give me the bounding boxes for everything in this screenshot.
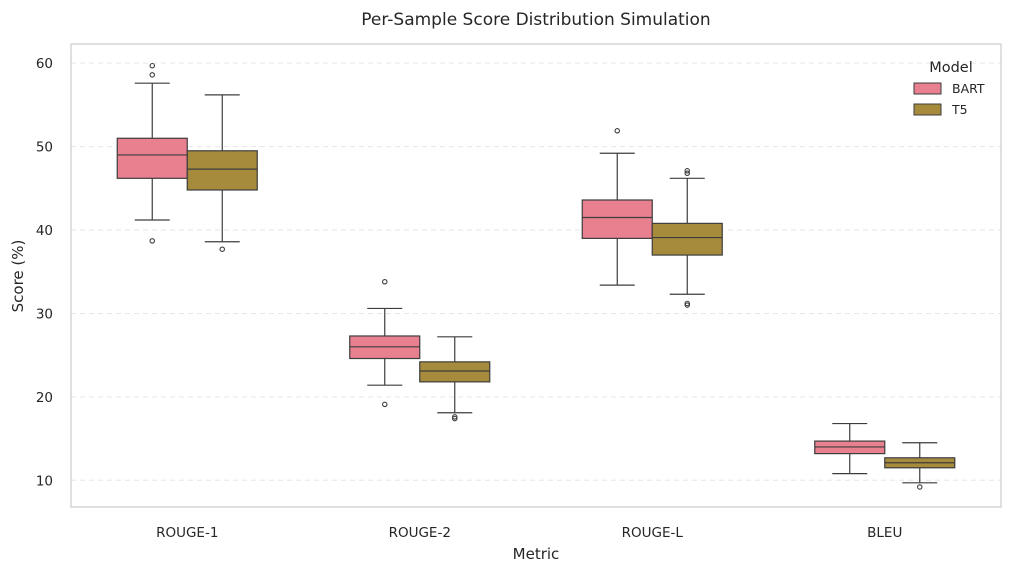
legend-item-t5: T5: [913, 102, 968, 117]
y-tick-label: 40: [36, 223, 53, 239]
iqr-box: [419, 361, 491, 383]
box-t5-rouge-2: [419, 336, 491, 422]
outlier-point: [381, 401, 388, 408]
legend-label: BART: [952, 81, 985, 96]
plot-frame: [70, 43, 1002, 508]
iqr-box: [186, 150, 258, 191]
outlier-point: [614, 128, 620, 134]
y-tick-label: 50: [36, 140, 53, 156]
box-groups: [116, 62, 956, 490]
y-tick-label: 20: [36, 390, 53, 406]
y-tick-label: 10: [36, 473, 53, 489]
box-bart-rouge-l: [581, 128, 653, 286]
legend-swatch: [913, 103, 942, 116]
box-bart-rouge-2: [349, 279, 421, 408]
outlier-point: [684, 300, 690, 307]
legend-label: T5: [951, 102, 968, 117]
box-t5-bleu: [884, 442, 956, 490]
y-axis-ticks: 10 20 30 40 50 60: [36, 56, 53, 489]
outlier-point: [149, 72, 156, 78]
y-tick-label: 60: [36, 56, 53, 72]
box-bart-rouge-1: [116, 62, 188, 244]
x-tick-label: ROUGE-1: [156, 525, 218, 541]
outlier-point: [684, 170, 690, 177]
box-bart-bleu: [814, 422, 886, 475]
grid-lines: [71, 62, 1001, 481]
box-t5-rouge-1: [186, 94, 258, 252]
outlier-point: [684, 302, 690, 308]
outlier-point: [451, 415, 458, 422]
legend-swatch: [913, 82, 942, 95]
y-axis-label: Score (%): [9, 240, 27, 313]
x-tick-label: ROUGE-2: [389, 525, 451, 541]
outlier-point: [916, 484, 923, 490]
y-tick-label: 30: [36, 306, 53, 322]
x-axis-ticks: ROUGE-1 ROUGE-2 ROUGE-L BLEU: [156, 525, 902, 541]
outlier-point: [149, 62, 156, 69]
iqr-box: [651, 222, 723, 256]
legend: Model BART T5: [913, 60, 985, 117]
x-tick-label: ROUGE-L: [622, 525, 684, 541]
box-t5-rouge-l: [651, 168, 723, 308]
x-tick-label: BLEU: [867, 525, 902, 541]
legend-title: Model: [929, 60, 973, 76]
x-axis-label: Metric: [513, 545, 560, 563]
legend-item-bart: BART: [913, 81, 985, 96]
outlier-point: [451, 414, 458, 420]
outlier-point: [684, 168, 690, 174]
outlier-point: [381, 279, 388, 285]
outlier-point: [149, 238, 156, 244]
chart-title: Per-Sample Score Distribution Simulation: [361, 10, 710, 30]
iqr-box: [116, 137, 188, 179]
outlier-point: [219, 246, 226, 252]
iqr-box: [581, 199, 653, 239]
